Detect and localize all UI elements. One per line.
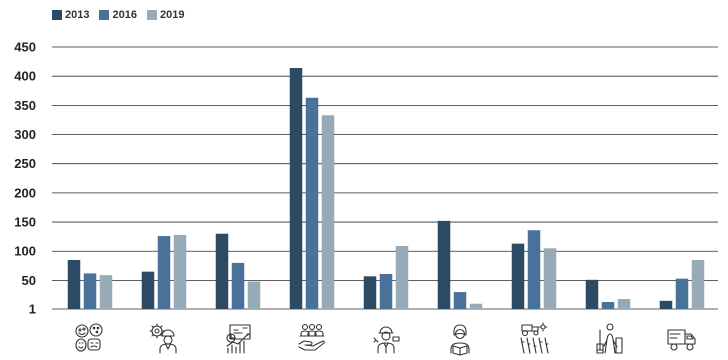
- bar-construction-2019: [395, 245, 409, 309]
- y-tick-label-250: 250: [14, 156, 36, 171]
- legend-swatch-2013: [52, 10, 62, 20]
- category-icons: [75, 322, 696, 356]
- legend-swatch-2016: [99, 10, 110, 20]
- bar-transport-2013: [659, 300, 673, 309]
- bar-agriculture-2016: [527, 230, 541, 309]
- legend-label-2016: 2016: [112, 9, 137, 21]
- bar-services-2019: [617, 299, 631, 309]
- bars: [67, 68, 705, 309]
- bar-engineering-2013: [141, 271, 155, 309]
- bar-engineering-2016: [157, 236, 171, 309]
- bar-arts-2013: [67, 259, 81, 309]
- theatre-masks-palette-icon: [75, 323, 103, 352]
- bar-agriculture-2013: [511, 243, 525, 309]
- bar-agriculture-2019: [543, 248, 557, 309]
- bar-transport-2016: [675, 278, 689, 309]
- legend-item-2016: 2016: [99, 9, 137, 21]
- y-tick-label-350: 350: [14, 98, 36, 113]
- legend-item-2013: 2013: [52, 9, 89, 21]
- bar-social-care-2019: [321, 115, 335, 309]
- bar-business-2013: [215, 233, 229, 309]
- y-tick-label-50: 50: [22, 273, 36, 288]
- y-tick-label-150: 150: [14, 215, 36, 230]
- y-tick-label-400: 400: [14, 69, 36, 84]
- legend-swatch-2019: [146, 10, 157, 20]
- y-tick-label-300: 300: [14, 127, 36, 142]
- y-tick-label-200: 200: [14, 185, 36, 200]
- bar-arts-2016: [83, 273, 97, 309]
- tractor-field-icon: [520, 322, 549, 354]
- teacher-book-icon: [450, 324, 470, 356]
- bar-services-2013: [585, 279, 599, 309]
- bar-arts-2019: [99, 275, 113, 309]
- bar-education-2016: [453, 292, 467, 309]
- construction-worker-icon: [373, 326, 400, 354]
- y-tick-label-100: 100: [14, 244, 36, 259]
- bar-social-care-2013: [289, 68, 303, 309]
- people-hand-icon: [298, 323, 325, 351]
- y-tick-label-450: 450: [14, 40, 36, 55]
- engineer-gear-icon: [149, 323, 177, 354]
- bar-engineering-2019: [173, 234, 187, 309]
- bar-construction-2016: [379, 273, 393, 309]
- bar-business-2019: [247, 281, 261, 309]
- cleaner-worker-icon: [596, 323, 623, 354]
- bar-services-2016: [601, 301, 615, 309]
- presentation-chart-icon: [226, 324, 251, 354]
- bar-transport-2019: [691, 259, 705, 309]
- chart-legend: 2013 2016 2019: [52, 9, 184, 21]
- delivery-truck-icon: [667, 329, 696, 351]
- bar-construction-2013: [363, 276, 377, 309]
- bar-business-2016: [231, 262, 245, 309]
- legend-label-2019: 2019: [159, 9, 185, 21]
- bar-social-care-2016: [305, 97, 319, 309]
- legend-label-2013: 2013: [65, 9, 90, 21]
- bar-education-2013: [437, 220, 451, 309]
- y-tick-label-1: 1: [29, 302, 36, 317]
- bar-education-2019: [469, 303, 483, 309]
- legend-item-2019: 2019: [146, 9, 185, 21]
- gridlines: [52, 46, 718, 310]
